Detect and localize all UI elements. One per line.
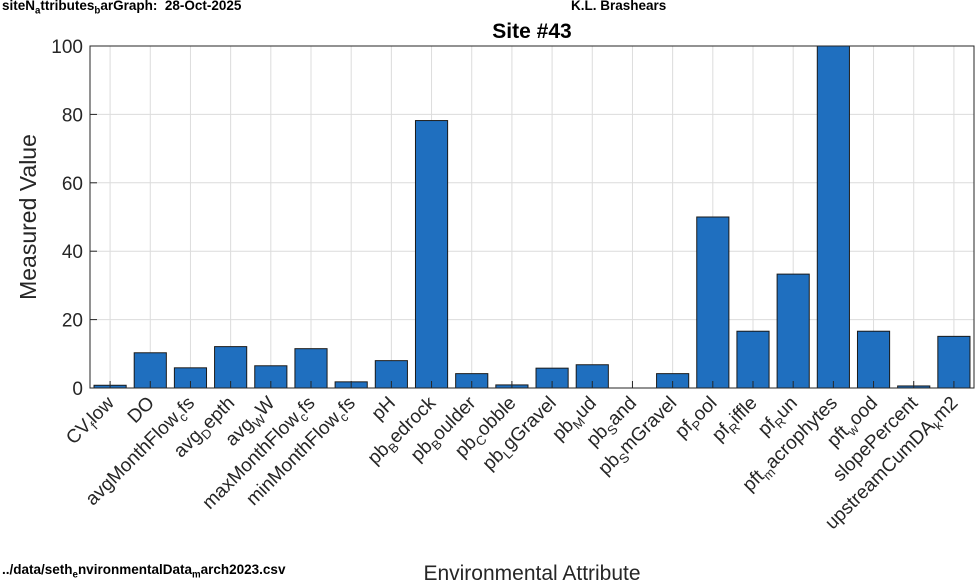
x-tick-label: CVflow	[62, 392, 121, 451]
bar	[937, 335, 971, 389]
bar	[696, 216, 730, 389]
y-tick-label: 0	[72, 379, 83, 400]
data-file-path: ../data/sethenvironmentalDatamarch2023.c…	[2, 562, 286, 581]
path-sub: m	[191, 569, 201, 581]
y-tick-label: 40	[62, 242, 83, 263]
x-axis-label: Environmental Attribute	[423, 562, 640, 584]
path-part: ../data/seth	[2, 562, 73, 577]
y-tick-label: 100	[51, 37, 83, 58]
axes-frame	[89, 45, 975, 389]
header-text-sub: b	[94, 5, 101, 17]
bar	[776, 273, 810, 389]
y-tick-label: 60	[62, 174, 83, 195]
bars	[93, 45, 971, 389]
x-tick-label: pfRiffle	[708, 393, 763, 448]
x-tick-label: pH	[368, 393, 400, 425]
bar	[736, 330, 770, 389]
chart-title: Site #43	[492, 20, 571, 43]
path-part: arch2023.csv	[200, 562, 286, 577]
header-text-part: ttributes	[40, 0, 95, 13]
y-tick-label: 20	[62, 311, 83, 332]
author-label: K.L. Brashears	[571, 0, 667, 13]
header-text-part: arGraph: 28-Oct-2025	[100, 0, 242, 13]
path-sub: e	[72, 569, 78, 581]
bar	[414, 120, 449, 389]
header-text-sub: a	[35, 5, 41, 17]
path-part: nvironmentalData	[77, 562, 192, 577]
x-tick-label-base: pH	[368, 393, 400, 425]
bar	[816, 45, 850, 389]
header-text-part: siteN	[2, 0, 36, 13]
y-tick-label: 80	[62, 105, 83, 126]
y-axis-label: Measured Value	[15, 134, 41, 300]
bar	[856, 330, 891, 389]
report-header: siteNattributesbarGraph: 28-Oct-2025	[2, 0, 242, 17]
